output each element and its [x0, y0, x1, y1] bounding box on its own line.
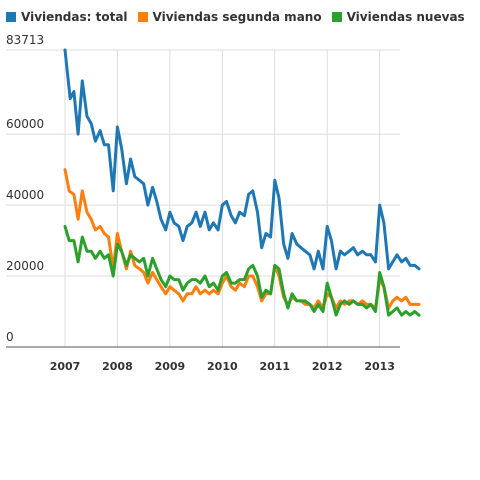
- legend-swatch-total: [6, 12, 16, 22]
- legend-item-total[interactable]: Viviendas: total: [6, 10, 128, 24]
- y-tick-label: 0: [6, 330, 14, 344]
- y-tick-label: 40000: [6, 188, 44, 202]
- legend-label-nuevas: Viviendas nuevas: [346, 10, 465, 24]
- y-tick-label: 60000: [6, 117, 44, 131]
- legend-swatch-segunda-mano: [137, 12, 148, 22]
- chart-legend: Viviendas: total Viviendas segunda mano …: [6, 10, 475, 24]
- x-tick-label: 2007: [50, 360, 81, 373]
- y-tick-label: 83713: [6, 33, 44, 47]
- x-tick-label: 2011: [259, 360, 290, 373]
- x-tick-label: 2012: [312, 360, 343, 373]
- x-tick-label: 2013: [364, 360, 395, 373]
- series-line-total: [63, 48, 421, 271]
- x-tick-label: 2009: [155, 360, 186, 373]
- legend-item-segunda-mano[interactable]: Viviendas segunda mano: [137, 10, 322, 24]
- legend-label-segunda-mano: Viviendas segunda mano: [152, 10, 322, 24]
- y-tick-label: 20000: [6, 259, 44, 273]
- legend-swatch-nuevas: [331, 12, 342, 22]
- x-tick-label: 2008: [102, 360, 133, 373]
- x-tick-label: 2010: [207, 360, 238, 373]
- series-line-segunda-mano: [63, 168, 421, 310]
- legend-item-nuevas[interactable]: Viviendas nuevas: [331, 10, 465, 24]
- series-line-nuevas: [63, 224, 421, 317]
- legend-label-total: Viviendas: total: [21, 10, 128, 24]
